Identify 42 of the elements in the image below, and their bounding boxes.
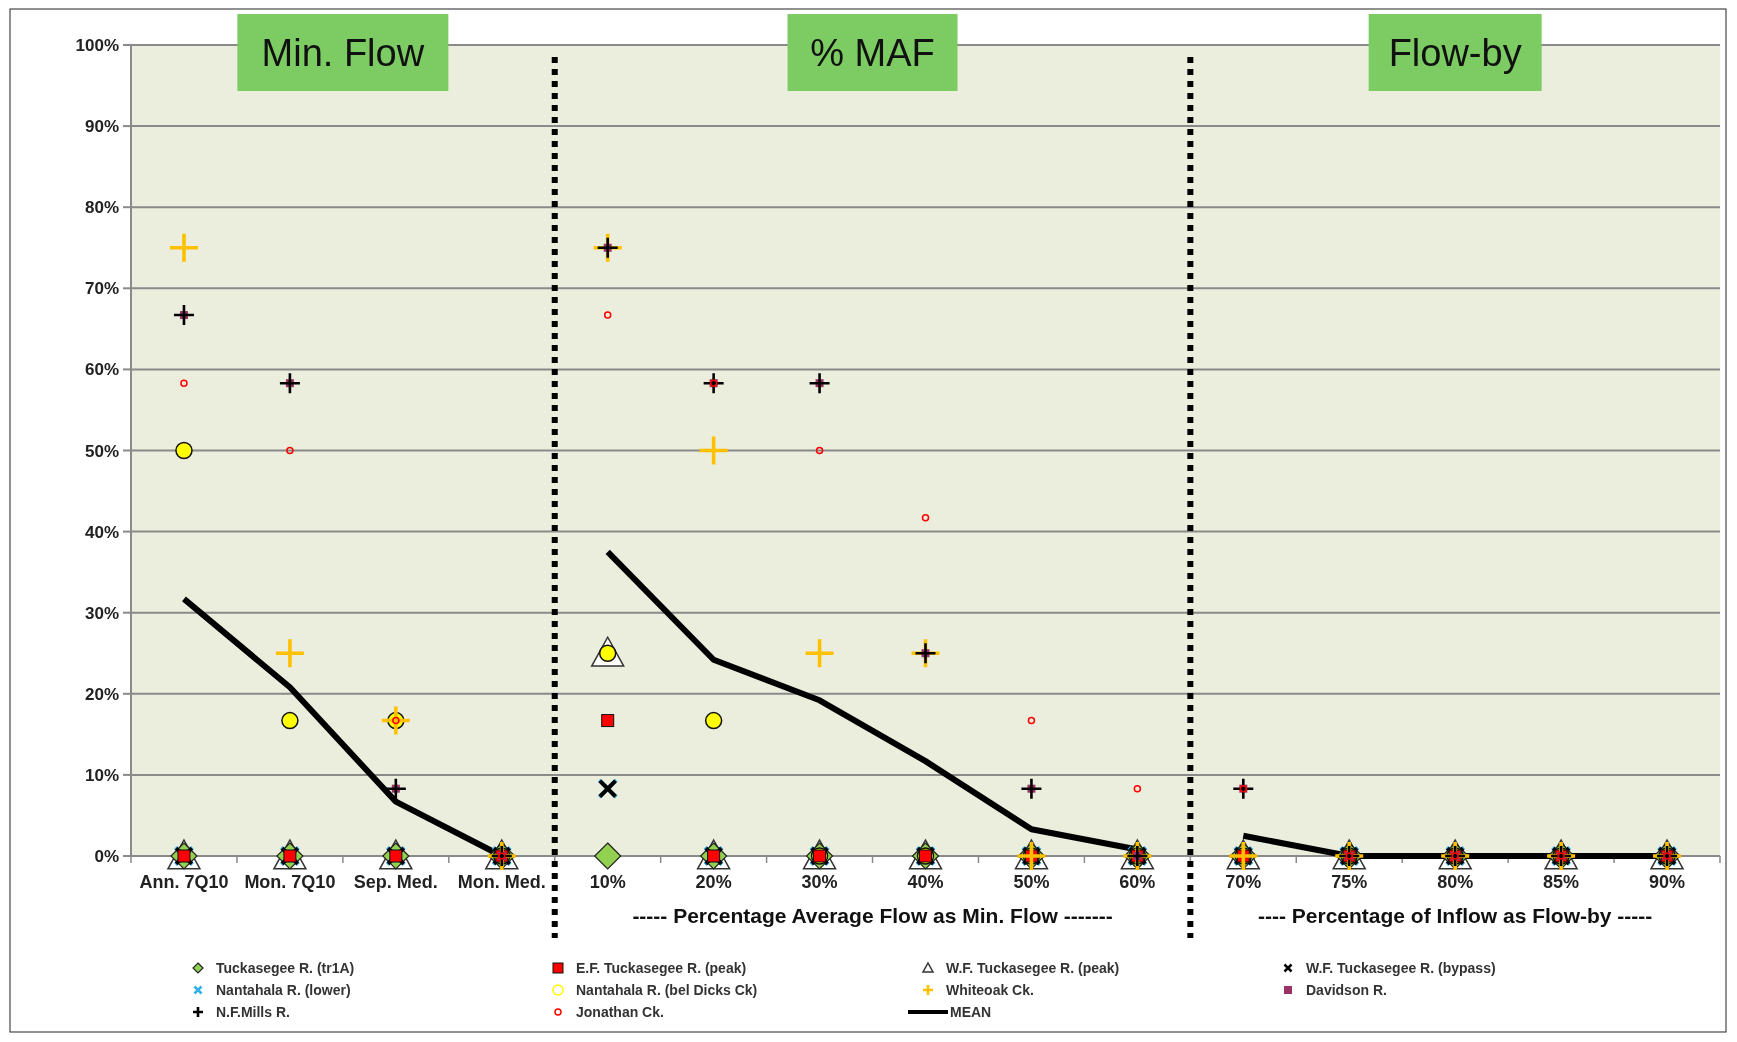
legend-label: Whiteoak Ck. [946,982,1034,998]
x-tick-label: 20% [695,872,732,892]
x-tick-label: 60% [1119,872,1156,892]
x-tick-label: 80% [1437,872,1474,892]
y-tick-label: 0% [94,847,119,866]
legend-label: N.F.Mills R. [216,1004,290,1020]
y-tick-label: 80% [84,198,119,218]
legend-label: Jonathan Ck. [576,1004,664,1020]
legend-label: E.F. Tuckasegee R. (peak) [576,960,747,976]
x-tick-label: 90% [1649,872,1686,892]
x-tick-label: Sep. Med. [353,872,438,892]
legend-label: Davidson R. [1306,982,1387,998]
y-tick-label: 40% [84,522,119,542]
text: ---- Percentage of Inflow as Flow-by ----- [1258,904,1653,927]
annotation: % MAF [810,32,935,74]
x-tick-label: 30% [801,872,838,892]
legend-label: Nantahala R. (bel Dicks Ck) [576,982,758,998]
y-tick-label: 50% [84,441,119,461]
annotation: Flow-by [1388,32,1522,74]
y-tick-label: 90% [84,117,119,137]
x-tick-label: 85% [1543,872,1580,892]
legend-label: MEAN [950,1004,992,1020]
legend-label: W.F. Tuckasegee R. (bypass) [1306,960,1496,976]
y-tick-label: 70% [84,279,119,299]
x-tick-label: Mon. Med. [457,872,546,892]
x-tick-label: 40% [907,872,944,892]
y-tick-label: 60% [84,360,119,380]
legend-label: Nantahala R. (lower) [216,982,351,998]
y-tick-label: 100% [75,36,119,55]
x-tick-label: 75% [1331,872,1368,892]
annotation: Min. Flow [261,32,425,74]
y-tick-label: 30% [84,603,119,623]
text: ----- Percentage Average Flow as Min. Flow ------- [632,904,1113,927]
x-tick-label: 70% [1225,872,1262,892]
x-tick-label: 10% [589,872,626,892]
y-tick-label: 10% [84,765,119,785]
y-tick-label: 20% [84,684,119,704]
x-tick-label: Ann. 7Q10 [139,872,229,892]
legend-label: W.F. Tuckasegee R. (peak) [946,960,1120,976]
x-tick-label: 50% [1013,872,1050,892]
x-tick-label: Mon. 7Q10 [244,872,336,892]
legend-label: Tuckasegee R. (tr1A) [216,960,355,976]
